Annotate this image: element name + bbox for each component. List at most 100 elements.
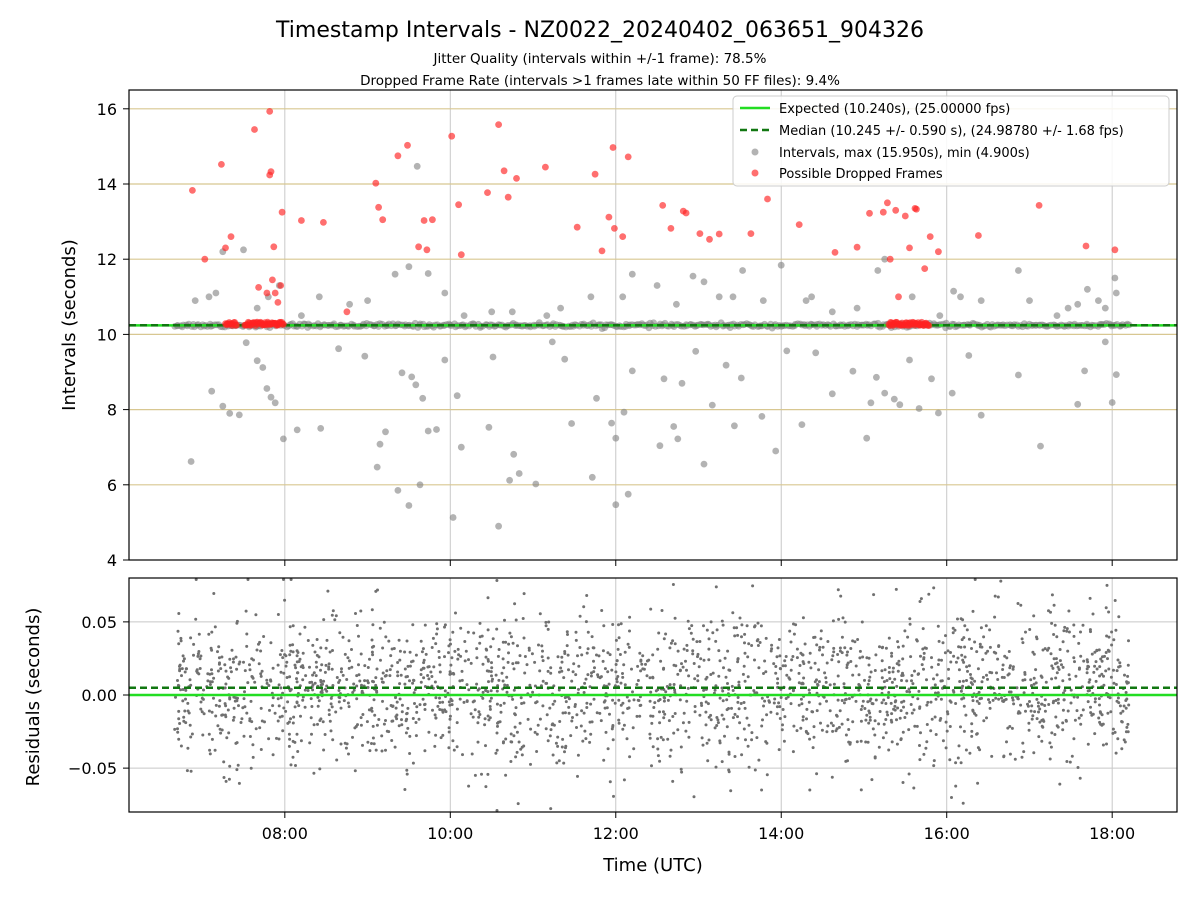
interval-point <box>259 364 267 371</box>
residual-point <box>411 681 415 685</box>
residual-point <box>459 626 463 630</box>
residual-point <box>684 729 688 733</box>
residual-point <box>1008 725 1012 728</box>
residual-point <box>895 684 899 688</box>
residual-point <box>293 705 297 709</box>
residual-point <box>571 670 575 674</box>
residual-point <box>547 620 551 624</box>
residual-point <box>384 748 387 752</box>
residual-point <box>801 718 805 722</box>
residual-point <box>917 689 921 693</box>
residual-point <box>396 674 400 678</box>
residual-point <box>347 705 351 709</box>
residual-point <box>224 779 228 783</box>
residual-point <box>922 752 926 756</box>
residual-point <box>1072 737 1076 741</box>
residual-point <box>704 723 708 727</box>
residual-point <box>224 715 228 719</box>
dropped-frame-point <box>513 175 520 182</box>
residual-point <box>439 736 443 740</box>
residual-point <box>237 781 241 785</box>
residual-point <box>996 678 1000 681</box>
residual-point <box>616 675 620 678</box>
residual-point <box>189 735 193 739</box>
residual-point <box>837 725 841 729</box>
residual-point <box>729 789 733 793</box>
residual-point <box>276 663 280 667</box>
residual-point <box>925 723 929 726</box>
residual-point <box>1097 697 1101 701</box>
residual-point <box>720 760 724 764</box>
residual-point <box>753 625 756 629</box>
residual-point <box>922 651 926 655</box>
residual-point <box>477 715 481 719</box>
residual-point <box>405 717 409 721</box>
residual-point <box>228 657 232 661</box>
residual-point <box>746 675 750 679</box>
dropped-frame-point <box>884 199 891 207</box>
residual-point <box>691 652 695 656</box>
residual-point <box>705 741 709 745</box>
residual-point <box>859 719 863 723</box>
residual-point <box>560 669 564 673</box>
residual-point <box>1033 710 1037 714</box>
residual-point <box>692 662 696 665</box>
residual-point <box>751 584 755 588</box>
residual-point <box>595 711 599 715</box>
residual-point <box>727 770 731 774</box>
residual-point <box>645 659 649 663</box>
residual-point <box>686 686 690 690</box>
residual-point <box>557 759 561 763</box>
residual-point <box>856 638 860 641</box>
residual-point <box>329 696 333 700</box>
residual-point <box>709 718 713 722</box>
residual-point <box>714 639 718 643</box>
residual-point <box>812 725 816 729</box>
legend-expected-label: Expected (10.240s), (25.00000 fps) <box>779 102 1010 117</box>
residual-point <box>930 665 934 669</box>
residual-point <box>1061 679 1065 683</box>
residual-point <box>503 683 507 687</box>
residual-point <box>538 669 542 673</box>
residual-point <box>413 702 416 705</box>
residual-point <box>586 630 590 634</box>
residual-point <box>1091 612 1095 616</box>
residual-point <box>946 649 950 653</box>
residual-point <box>985 716 988 720</box>
residual-point <box>431 708 434 712</box>
bottom-plot-y-axis-label: Residuals (seconds) <box>23 608 44 787</box>
residual-point <box>260 669 264 673</box>
residual-point <box>253 680 257 684</box>
residual-point <box>653 701 657 705</box>
residual-point <box>1006 726 1010 730</box>
residual-point <box>831 729 835 733</box>
residual-point <box>857 683 861 686</box>
residual-point <box>611 738 615 742</box>
residual-point <box>648 736 652 740</box>
residual-point <box>298 632 302 636</box>
residual-point <box>671 639 675 643</box>
dropped-frame-point <box>975 232 982 239</box>
dropped-frame-point <box>270 243 278 251</box>
residual-point <box>738 721 742 725</box>
residual-point <box>762 704 765 708</box>
residual-point <box>614 670 618 674</box>
residual-point <box>398 649 402 653</box>
residual-point <box>584 677 588 681</box>
interval-point <box>678 379 686 387</box>
residual-point <box>886 713 890 717</box>
residual-point <box>627 706 631 710</box>
residual-point <box>371 623 375 627</box>
residual-point <box>481 696 485 700</box>
residual-point <box>282 671 286 675</box>
residual-point <box>671 715 675 718</box>
residual-point <box>1079 630 1082 634</box>
residual-point <box>281 729 285 733</box>
residual-point <box>1058 782 1062 786</box>
interval-point <box>441 356 449 364</box>
residual-point <box>340 667 343 671</box>
residual-point <box>520 753 524 757</box>
residual-point <box>577 687 580 691</box>
residual-point <box>639 703 643 707</box>
residual-point <box>981 658 985 662</box>
